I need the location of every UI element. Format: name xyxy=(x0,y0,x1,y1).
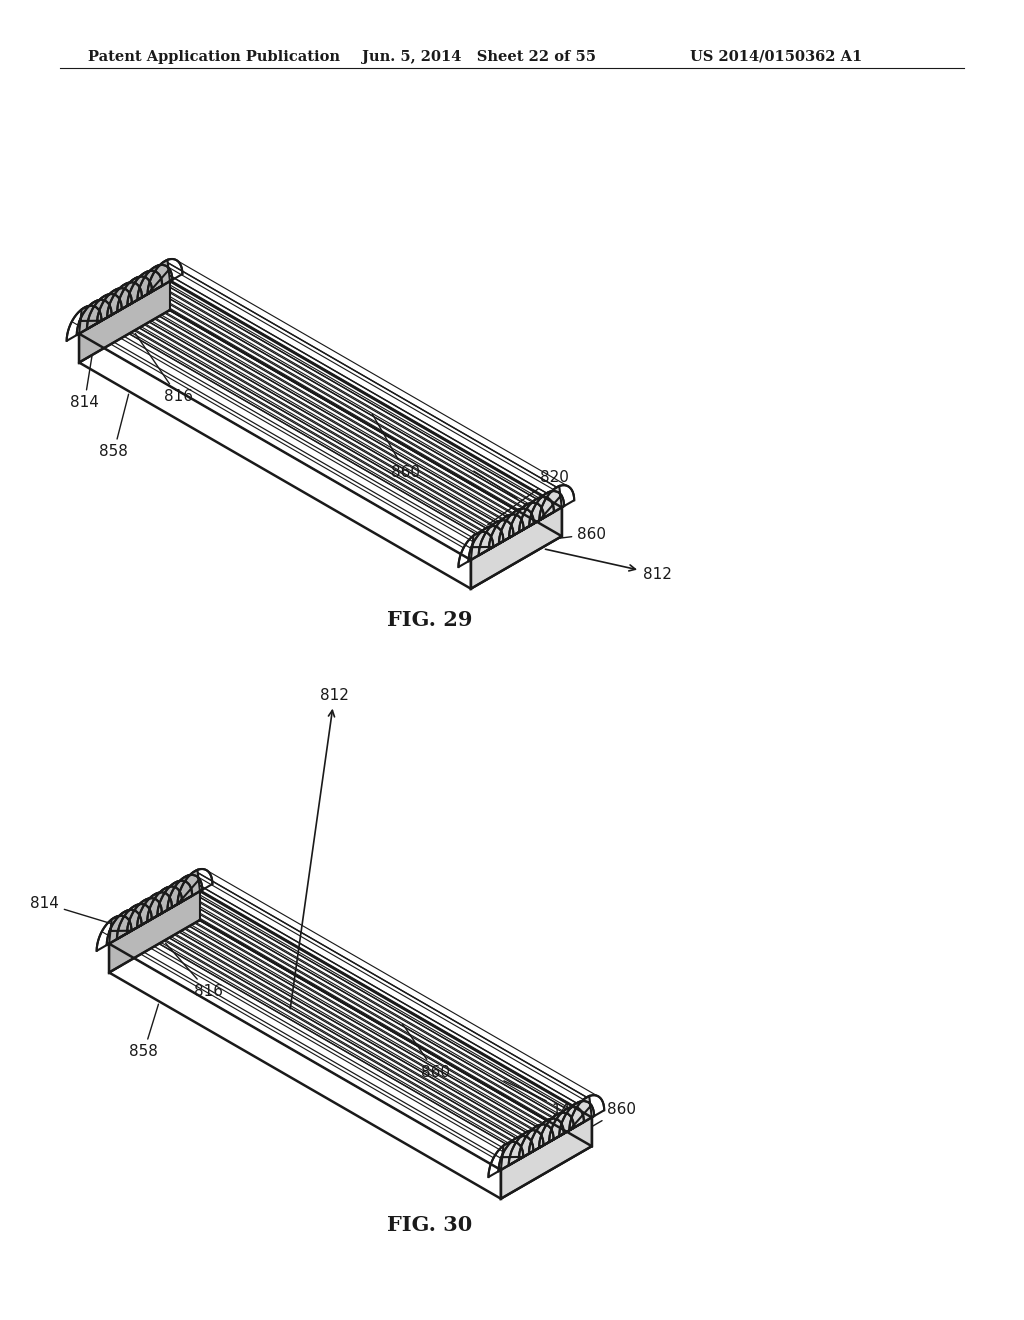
Polygon shape xyxy=(471,486,562,589)
Text: 816: 816 xyxy=(166,942,222,999)
Polygon shape xyxy=(79,281,170,363)
Polygon shape xyxy=(137,892,564,1154)
Polygon shape xyxy=(127,271,554,532)
Polygon shape xyxy=(96,916,523,1177)
Polygon shape xyxy=(97,288,523,549)
Text: FIG. 29: FIG. 29 xyxy=(387,610,473,630)
Polygon shape xyxy=(147,259,574,520)
Polygon shape xyxy=(110,891,200,973)
Polygon shape xyxy=(110,870,200,973)
Text: 858: 858 xyxy=(99,395,129,459)
Text: FIG. 30: FIG. 30 xyxy=(387,1214,473,1236)
Text: 812: 812 xyxy=(290,688,349,1008)
Polygon shape xyxy=(127,898,554,1159)
Text: 858: 858 xyxy=(129,1005,159,1060)
Polygon shape xyxy=(200,891,592,1146)
Polygon shape xyxy=(167,875,594,1137)
Text: 860: 860 xyxy=(548,1102,636,1152)
Polygon shape xyxy=(67,306,494,568)
Polygon shape xyxy=(170,281,562,536)
Polygon shape xyxy=(79,281,562,560)
Polygon shape xyxy=(106,909,534,1171)
Polygon shape xyxy=(471,507,562,589)
Text: 860: 860 xyxy=(402,1024,450,1080)
Polygon shape xyxy=(501,1096,592,1199)
Polygon shape xyxy=(177,869,604,1130)
Text: 140: 140 xyxy=(474,471,550,517)
Polygon shape xyxy=(147,887,573,1148)
Polygon shape xyxy=(501,1118,592,1199)
Text: 820: 820 xyxy=(487,470,569,525)
Text: 812: 812 xyxy=(546,549,672,582)
Polygon shape xyxy=(87,294,514,556)
Text: 860: 860 xyxy=(518,527,606,544)
Polygon shape xyxy=(77,300,504,561)
Text: Jun. 5, 2014   Sheet 22 of 55: Jun. 5, 2014 Sheet 22 of 55 xyxy=(362,50,596,63)
Polygon shape xyxy=(158,880,584,1142)
Text: 816: 816 xyxy=(135,333,193,404)
Polygon shape xyxy=(117,276,544,537)
Polygon shape xyxy=(108,282,534,544)
Text: 860: 860 xyxy=(373,414,420,479)
Text: 814: 814 xyxy=(70,341,99,411)
Polygon shape xyxy=(79,260,170,363)
Text: 140: 140 xyxy=(504,1081,581,1118)
Polygon shape xyxy=(110,891,592,1170)
Polygon shape xyxy=(137,265,564,527)
Text: 814: 814 xyxy=(30,896,122,927)
Text: US 2014/0150362 A1: US 2014/0150362 A1 xyxy=(690,50,862,63)
Text: Patent Application Publication: Patent Application Publication xyxy=(88,50,340,63)
Polygon shape xyxy=(117,904,544,1166)
